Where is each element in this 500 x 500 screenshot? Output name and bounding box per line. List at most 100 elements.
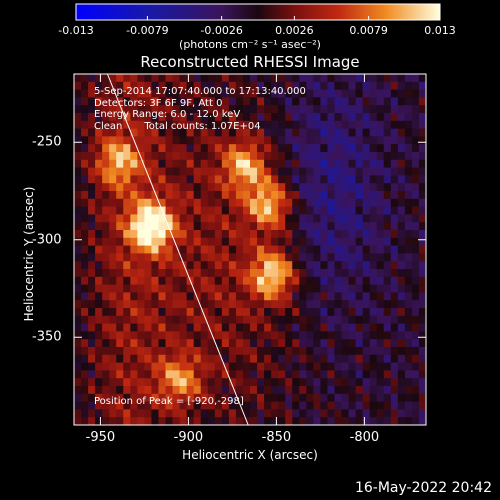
heatmap-cell xyxy=(221,378,230,387)
heatmap-cell xyxy=(292,214,300,223)
heatmap-cell xyxy=(74,409,82,418)
heatmap-cell xyxy=(313,308,321,317)
heatmap-cell xyxy=(74,89,82,98)
heatmap-cell xyxy=(172,323,181,332)
heatmap-cell xyxy=(257,362,265,371)
heatmap-cell xyxy=(172,81,181,91)
heatmap-cell xyxy=(95,222,103,231)
heatmap-cell xyxy=(158,222,167,231)
heatmap-cell xyxy=(271,245,279,254)
heatmap-cell xyxy=(313,362,321,371)
heatmap-cell xyxy=(158,393,167,403)
heatmap-cell xyxy=(369,393,378,403)
heatmap-cell xyxy=(362,276,371,286)
heatmap-cell xyxy=(235,81,244,91)
heatmap-cell xyxy=(383,183,392,192)
heatmap-cell xyxy=(362,230,371,239)
heatmap-cell xyxy=(271,276,279,286)
heatmap-cell xyxy=(116,386,124,395)
heatmap-cell xyxy=(404,81,413,91)
heatmap-cell xyxy=(348,331,357,340)
heatmap-cell xyxy=(257,315,265,325)
heatmap-cell xyxy=(109,323,117,332)
heatmap-cell xyxy=(390,120,399,130)
heatmap-cell xyxy=(355,222,364,231)
heatmap-cell xyxy=(88,245,96,254)
x-tick-label: -950 xyxy=(85,430,116,445)
heatmap-cell xyxy=(341,144,350,153)
heatmap-cell xyxy=(376,105,385,114)
heatmap-cell xyxy=(411,300,420,309)
heatmap-cell xyxy=(362,245,371,254)
heatmap-cell xyxy=(390,89,399,98)
heatmap-cell xyxy=(264,261,272,270)
heatmap-cell xyxy=(137,183,145,192)
heatmap-cell xyxy=(369,362,378,371)
heatmap-cell xyxy=(264,136,272,145)
heatmap-cell xyxy=(390,136,399,145)
heatmap-cell xyxy=(74,120,82,130)
heatmap-cell xyxy=(355,300,364,309)
heatmap-cell xyxy=(116,253,124,262)
heatmap-cell xyxy=(348,370,357,379)
heatmap-cell xyxy=(348,401,357,410)
heatmap-cell xyxy=(404,175,413,184)
heatmap-cell xyxy=(179,331,188,340)
heatmap-cell xyxy=(334,315,343,325)
heatmap-cell xyxy=(151,308,160,317)
solar-limb-line xyxy=(106,73,249,426)
heatmap-cell xyxy=(88,105,96,114)
heatmap-cell xyxy=(306,370,314,379)
heatmap-cell xyxy=(137,284,145,293)
heatmap-cell xyxy=(348,261,357,270)
heatmap-cell xyxy=(404,89,413,98)
heatmap-cell xyxy=(207,245,216,254)
heatmap-cell xyxy=(320,113,329,122)
heatmap-cell xyxy=(214,331,223,340)
heatmap-cell xyxy=(228,175,237,184)
heatmap-cell xyxy=(369,105,378,114)
heatmap-cell xyxy=(95,159,103,169)
heatmap-cell xyxy=(130,183,138,192)
heatmap-cell xyxy=(271,152,279,161)
heatmap-cell xyxy=(404,191,413,200)
heatmap-cell xyxy=(250,175,258,184)
heatmap-cell xyxy=(320,409,329,418)
heatmap-cell xyxy=(306,269,314,278)
heatmap-cell xyxy=(130,191,138,200)
heatmap-cell xyxy=(278,230,286,239)
heatmap-cell xyxy=(158,136,167,145)
heatmap-cell xyxy=(193,74,202,83)
heatmap-cell xyxy=(200,386,209,395)
detectors-text: Detectors: 3F 6F 9F, Att 0 xyxy=(94,97,223,109)
heatmap-cell xyxy=(95,378,103,387)
heatmap-cell xyxy=(257,378,265,387)
heatmap-cell xyxy=(88,136,96,145)
heatmap-cell xyxy=(418,354,426,364)
heatmap-cell xyxy=(264,206,272,215)
heatmap-cell xyxy=(158,237,167,247)
heatmap-cell xyxy=(264,386,272,395)
heatmap-cell xyxy=(130,323,138,332)
heatmap-cell xyxy=(250,276,258,286)
heatmap-cell xyxy=(172,175,181,184)
heatmap-cell xyxy=(186,378,195,387)
heatmap-cell xyxy=(376,409,385,418)
heatmap-cell xyxy=(242,191,251,200)
heatmap-cell xyxy=(376,269,385,278)
heatmap-cell xyxy=(264,292,272,301)
heatmap-cell xyxy=(341,292,350,301)
heatmap-cell xyxy=(123,401,131,410)
heatmap-cell xyxy=(235,253,244,262)
heatmap-cell xyxy=(186,393,195,403)
heatmap-cell xyxy=(348,120,357,130)
colorbar-frame xyxy=(75,3,441,21)
heatmap-cell xyxy=(250,144,258,153)
heatmap-cell xyxy=(186,183,195,192)
heatmap-cell xyxy=(383,308,392,317)
heatmap-cell xyxy=(278,237,286,247)
heatmap-cell xyxy=(221,159,230,169)
heatmap-cell xyxy=(214,393,223,403)
heatmap-cell xyxy=(369,354,378,364)
heatmap-cell xyxy=(278,81,286,91)
